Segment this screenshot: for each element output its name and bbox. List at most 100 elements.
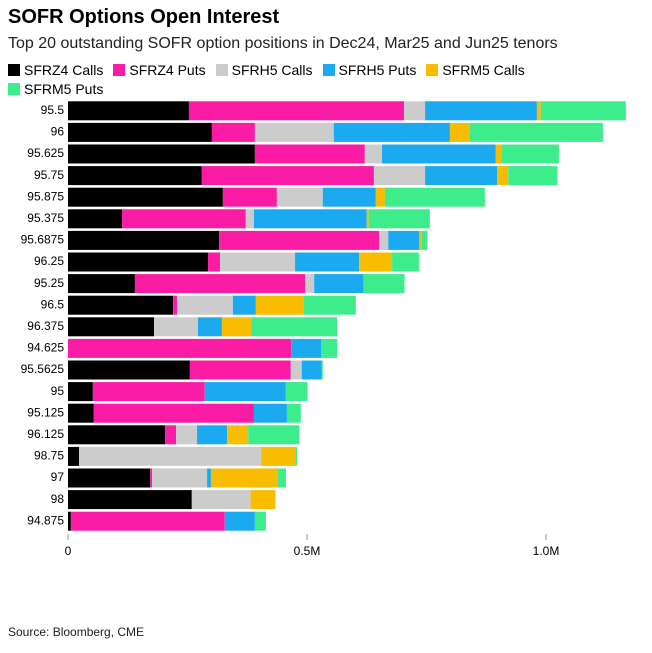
bar-segment	[122, 209, 246, 229]
bar-segment	[68, 468, 151, 488]
legend-item: SFRZ4 Puts	[113, 60, 206, 79]
bar-segment	[290, 360, 302, 380]
bar-segment	[68, 511, 71, 531]
y-tick-label: 95.875	[27, 189, 64, 203]
legend-label: SFRM5 Puts	[24, 80, 104, 97]
bar-segment	[388, 230, 420, 250]
bar-segment	[261, 446, 297, 466]
bar-segment	[536, 101, 541, 121]
bar-segment	[70, 511, 225, 531]
bar-segment	[68, 295, 174, 315]
bar-segment	[198, 317, 222, 337]
legend-swatch	[8, 82, 20, 95]
bar-segment	[419, 230, 422, 250]
bar-segment	[497, 166, 509, 186]
bar-segment	[392, 252, 419, 272]
bar-segment	[333, 122, 450, 142]
bar-segment	[540, 101, 626, 121]
legend: SFRZ4 Calls SFRZ4 Puts SFRH5 Calls SFRH5 Pu…	[8, 60, 553, 98]
bar-segment	[68, 144, 255, 164]
bar-segment	[303, 295, 356, 315]
y-tick-label: 98.75	[34, 449, 64, 463]
bar-segment	[322, 187, 376, 207]
y-tick-label: 96.25	[34, 254, 64, 268]
bar-segment	[211, 122, 255, 142]
bar-segment	[93, 403, 254, 423]
bar-segment	[176, 295, 233, 315]
bar-segment	[224, 511, 255, 531]
x-tick-label: 0.5M	[294, 544, 321, 558]
bar-segment	[78, 446, 262, 466]
bar-segment	[189, 360, 291, 380]
bar-segment	[359, 252, 393, 272]
y-tick-label: 95.375	[27, 211, 64, 225]
bar-segment	[150, 468, 153, 488]
y-tick-label: 96.125	[27, 427, 64, 441]
bar-segment	[253, 209, 367, 229]
y-tick-label: 96	[51, 125, 65, 139]
legend-item: SFRH5 Puts	[322, 60, 417, 79]
bar-segment	[68, 252, 209, 272]
y-tick-label: 98	[51, 492, 65, 506]
bar-segment	[251, 317, 338, 337]
bar-segment	[321, 338, 338, 358]
bar-segment	[421, 230, 428, 250]
bar-segment	[255, 295, 304, 315]
bar-segment	[254, 122, 334, 142]
legend-swatch	[8, 63, 20, 76]
bar-segment	[384, 187, 485, 207]
bar-segment	[364, 144, 383, 164]
bar-segment	[165, 425, 177, 445]
bar-segment	[379, 230, 389, 250]
bar-segment	[68, 382, 93, 402]
legend-swatch	[215, 63, 228, 76]
y-tick-label: 95.6875	[21, 233, 65, 247]
bar-segment	[68, 274, 135, 294]
legend-label: SFRH5 Puts	[338, 61, 417, 78]
bar-segment	[152, 468, 208, 488]
bar-segment	[176, 425, 198, 445]
chart-title: SOFR Options Open Interest	[8, 6, 280, 28]
bar-segment	[291, 338, 322, 358]
y-tick-label: 95.25	[34, 276, 64, 290]
bar-segment	[245, 209, 254, 229]
bar-segment	[248, 425, 300, 445]
bar-segment	[296, 446, 297, 466]
y-tick-label: 96.375	[27, 319, 64, 333]
bar-segment	[220, 252, 296, 272]
bar-segment	[232, 295, 256, 315]
legend-label: SFRZ4 Puts	[129, 61, 206, 78]
bar-segment	[286, 403, 301, 423]
y-tick-label: 95.75	[34, 168, 64, 182]
bar-segment	[68, 166, 202, 186]
bar-segment	[276, 187, 323, 207]
x-tick-label: 0	[65, 544, 72, 558]
bar-segment	[227, 425, 249, 445]
bar-segment	[68, 209, 123, 229]
bar-segment	[92, 382, 205, 402]
bar-segment	[68, 230, 220, 250]
bar-segment	[201, 166, 374, 186]
source-note: Source: Bloomberg, CME	[8, 625, 145, 639]
bar-segment	[134, 274, 306, 294]
bar-segment	[221, 317, 252, 337]
bar-segment	[373, 166, 426, 186]
bar-segment	[366, 209, 369, 229]
bar-segment	[68, 403, 94, 423]
bar-segment	[277, 468, 286, 488]
bar-segment	[191, 490, 251, 510]
legend-label: SFRZ4 Calls	[24, 61, 104, 78]
bar-segment	[254, 144, 365, 164]
bar-segment	[254, 511, 266, 531]
bar-segment	[204, 382, 286, 402]
bar-segment	[68, 122, 212, 142]
y-tick-label: 95.5	[41, 103, 65, 117]
bar-segment	[154, 317, 199, 337]
bar-segment	[250, 490, 276, 510]
bar-segment	[285, 382, 308, 402]
bar-segment	[210, 468, 278, 488]
bar-segment	[197, 425, 228, 445]
bar-segment	[173, 295, 177, 315]
legend-label: SFRH5 Calls	[231, 61, 313, 78]
